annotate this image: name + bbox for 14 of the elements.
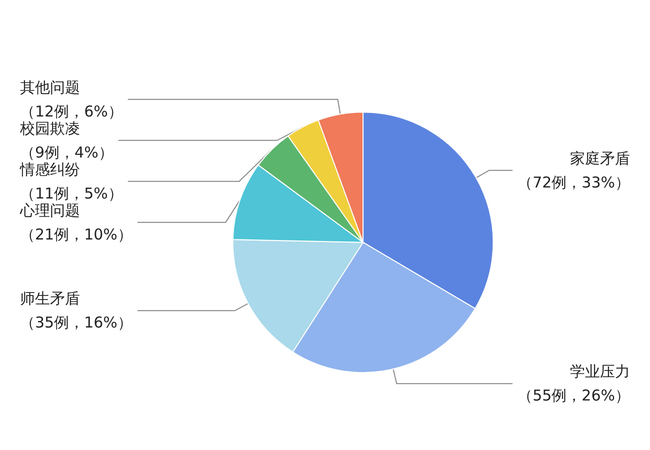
data-label: （72例，33%） (518, 173, 630, 192)
slice-label: 情感纠纷 (19, 160, 80, 178)
data-label: （9例，4%） (20, 143, 114, 162)
data-label: （12例，6%） (20, 102, 123, 120)
slice-label: 学业压力 (570, 362, 630, 381)
data-label: （21例，10%） (20, 225, 132, 244)
slice-label: 其他问题 (20, 78, 80, 96)
slice-label: 校园欺凌 (19, 119, 80, 138)
slice-label: 师生矛盾 (20, 290, 80, 308)
data-label: （11例，5%） (20, 184, 123, 202)
slice-label: 心理问题 (19, 201, 80, 220)
data-label: （35例，16%） (20, 314, 132, 332)
data-label: （55例，26%） (518, 386, 630, 405)
slice-label: 家庭矛盾 (570, 149, 630, 168)
